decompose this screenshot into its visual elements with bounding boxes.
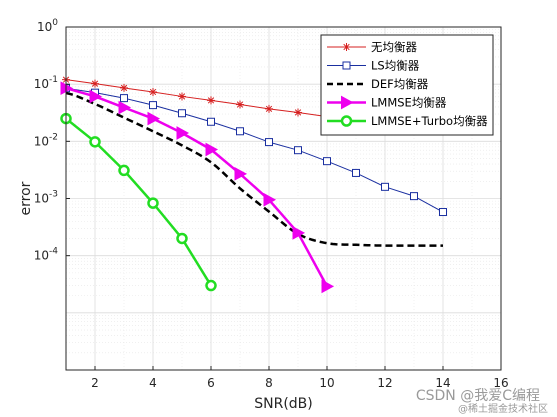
series-line [65, 91, 443, 247]
asterisk-stroke [265, 105, 273, 113]
data-point [149, 87, 157, 96]
y-tick-label: 10-3 [34, 190, 58, 206]
legend-entry-2: DEF均衡器 [327, 77, 429, 91]
data-point [410, 192, 418, 201]
x-tick-label: 4 [149, 376, 157, 390]
legend-entry-0: 无均衡器 [327, 40, 417, 54]
legend-entry-3: LMMSE均衡器 [327, 96, 447, 110]
asterisk-stroke [178, 93, 186, 100]
legend-entry-4: LMMSE+Turbo均衡器 [327, 114, 488, 128]
data-point [321, 279, 335, 294]
data-point [149, 101, 157, 110]
data-point [205, 142, 219, 157]
x-tick-label: 2 [91, 376, 99, 390]
data-point [236, 100, 244, 109]
data-point [234, 166, 248, 181]
legend-marker [341, 95, 354, 110]
data-point [292, 226, 306, 240]
watermark-text: CSDN @我爱C编程 [416, 388, 540, 404]
series-line [65, 117, 213, 287]
legend-label: LMMSE均衡器 [371, 96, 447, 110]
asterisk-stroke [207, 97, 215, 104]
data-point [236, 127, 244, 136]
asterisk-stroke [149, 88, 157, 96]
data-point [147, 197, 159, 209]
data-point [323, 157, 331, 166]
x-tick-label: 14 [435, 376, 450, 390]
legend-marker [342, 61, 351, 70]
data-point [176, 232, 188, 245]
legend-label: DEF均衡器 [371, 77, 429, 91]
legend-label: LMMSE+Turbo均衡器 [371, 114, 488, 128]
asterisk-stroke [120, 84, 128, 92]
series-line [65, 87, 444, 213]
data-point [263, 192, 277, 207]
legend-marker [342, 43, 351, 51]
tick-labels: 2 4 6 8 10 12 14 16 100 10-1 10-2 10-3 10-4 [34, 18, 509, 390]
y-tick-label: 10-4 [34, 247, 59, 263]
asterisk-stroke [91, 80, 99, 87]
y-tick-label: 100 [37, 18, 58, 34]
data-point [265, 104, 273, 113]
data-point [178, 92, 186, 101]
data-point [294, 146, 302, 155]
data-point [120, 94, 128, 103]
data-point [91, 79, 99, 88]
series-line [65, 86, 329, 287]
data-point [205, 279, 217, 292]
data-point [120, 83, 128, 92]
data-point [439, 208, 447, 217]
data-point [176, 126, 190, 140]
legend-entry-1: LS均衡器 [327, 59, 420, 73]
series-2 [65, 91, 443, 247]
y-tick-label: 10-1 [34, 75, 58, 91]
data-point [207, 96, 215, 105]
data-point [118, 164, 130, 177]
data-point [89, 89, 103, 104]
data-point [178, 109, 186, 118]
asterisk-stroke [343, 43, 350, 51]
y-tick-label: 10-2 [34, 132, 58, 148]
x-axis-label: SNR(dB) [254, 396, 313, 412]
asterisk-stroke [294, 109, 302, 116]
x-tick-label: 16 [493, 376, 508, 390]
x-tick-label: 6 [207, 376, 215, 390]
data-point [352, 168, 360, 177]
data-point [265, 138, 273, 147]
x-tick-label: 10 [319, 376, 334, 390]
legend: 无均衡器 LS均衡器 DEF均衡器 LMMSE均衡器 LMMSE+Turbo均衡器 [320, 34, 494, 136]
data-point [381, 182, 389, 191]
series-3 [60, 81, 335, 294]
watermark-subtext: @稀土掘金技术社区 [458, 402, 548, 415]
legend-label: LS均衡器 [371, 59, 420, 73]
data-point [207, 117, 215, 126]
data-point [118, 100, 132, 115]
data-point [294, 108, 302, 117]
y-axis-label: error [18, 181, 34, 215]
asterisk-stroke [236, 101, 244, 108]
legend-marker [340, 115, 353, 127]
legend-label: 无均衡器 [371, 40, 417, 54]
data-point [147, 111, 161, 126]
x-tick-label: 8 [265, 376, 273, 390]
data-point [89, 136, 101, 148]
x-tick-label: 12 [377, 376, 392, 390]
